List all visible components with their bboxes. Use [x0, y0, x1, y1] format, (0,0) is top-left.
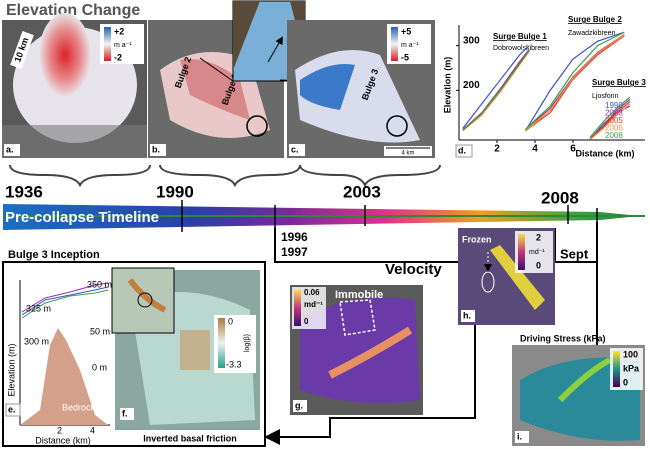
axis-title: Elevation (m)	[6, 343, 16, 396]
month: Sept	[560, 246, 589, 261]
year: 2008	[541, 188, 579, 207]
group-subtitle: Ljosfonn	[592, 93, 619, 100]
profile-line	[462, 45, 530, 129]
annotation: 350 m	[87, 279, 112, 289]
colorbar-unit: m a⁻¹	[114, 42, 132, 49]
panel-label: f.	[122, 408, 128, 418]
panel-c: Bulge 3 +5 m a⁻¹ -5 4 km c.	[287, 20, 435, 158]
panel-label: g.	[295, 400, 303, 410]
legend-entry: 2008	[605, 131, 623, 140]
annotation: Bedrock	[62, 402, 96, 412]
annotation: 50 m	[90, 326, 110, 336]
legend-entry: 2003	[605, 109, 623, 118]
profile-line	[589, 96, 631, 138]
panel-label: a.	[6, 144, 14, 154]
braces	[9, 164, 441, 188]
group-subtitle: Zawadzkibreen	[568, 30, 616, 37]
scale-bar: 4 km	[401, 151, 414, 157]
colorbar-label: 0	[228, 316, 233, 326]
profile-line	[589, 103, 631, 141]
timeline: 1936 1990 2003 2008 Pre-collapse Timelin…	[3, 182, 645, 445]
panel-label: d.	[458, 145, 466, 155]
profile-line	[589, 101, 631, 140]
axis-title: Distance (km)	[35, 435, 91, 445]
legend-entry: 1990	[605, 101, 623, 110]
axis-title: Elevation (m)	[442, 57, 452, 114]
year: 1990	[156, 182, 194, 201]
colorbar-unit: m a⁻¹	[401, 42, 419, 49]
legend-entry: 2006	[605, 124, 623, 133]
caption: Inverted basal friction	[143, 433, 237, 443]
profile-line	[525, 34, 625, 131]
x-tick-label: 2	[494, 144, 500, 155]
colorbar-label: +2	[114, 26, 124, 36]
legend-entry: 2005	[605, 116, 623, 125]
heading: Bulge 3 Inception	[8, 249, 100, 261]
panel-h: Frozen 2 md⁻¹ 0 h.	[458, 228, 555, 325]
timeline-label: Pre-collapse Timeline	[5, 209, 159, 226]
y-tick-label: 300	[463, 35, 480, 46]
panel-label: c.	[291, 144, 299, 154]
panel-label: h.	[463, 310, 471, 320]
year: 2003	[343, 182, 381, 201]
colorbar-label: +5	[401, 26, 411, 36]
panel-i: Driving Stress (kPa) 100 kPa 0 i.	[512, 333, 645, 446]
title: Elevation Change	[6, 2, 140, 19]
colorbar-label: 2	[536, 232, 541, 242]
group-subtitle: Dobrowolskibreen	[493, 45, 549, 52]
panel-label: i.	[517, 431, 522, 441]
profile-line	[525, 33, 625, 131]
colorbar-label: 0	[304, 317, 309, 326]
annotation: 0 m	[92, 362, 107, 372]
panel-a: +2 m a⁻¹ -2 10 km a.	[2, 13, 147, 158]
colorbar-unit: md⁻¹	[529, 249, 545, 256]
colorbar-unit: kPa	[623, 363, 640, 373]
colorbar-label: 100	[623, 349, 638, 359]
profile-line	[524, 31, 625, 131]
annotation: 325 m	[26, 303, 51, 313]
year: 1996	[281, 230, 308, 244]
colorbar-label: 0	[536, 260, 541, 270]
x-tick-label: 2	[57, 425, 62, 435]
profile-line	[462, 50, 530, 131]
x-tick-label: 4	[90, 425, 95, 435]
profile-line	[525, 31, 625, 130]
axis-title: Distance (km)	[575, 148, 634, 158]
heading: Driving Stress (kPa)	[520, 333, 606, 343]
colorbar-label: 0	[623, 377, 628, 387]
colorbar-label: -5	[401, 52, 409, 62]
group-title: Surge Bulge 3	[592, 78, 646, 87]
colorbar-unit: log(β)	[244, 334, 251, 352]
colorbar-label: -3.3	[226, 359, 242, 369]
panel-d: Elevation (m) Distance (km) d. 200 300 2 4 6…	[442, 15, 646, 158]
colorbar-unit: md⁻¹	[304, 300, 323, 309]
y-tick-label: 200	[463, 80, 480, 91]
x-tick-label: 4	[532, 144, 538, 155]
panel-e-f: Bulge 3 Inception 0 log(β) -3.3 f. Inver…	[2, 249, 266, 447]
annotation: Immobile	[335, 289, 383, 301]
group-title: Surge Bulge 2	[568, 15, 622, 24]
x-tick-label: 6	[570, 144, 576, 155]
colorbar-label: -2	[114, 52, 122, 62]
year: 1997	[281, 245, 308, 259]
heading: Velocity	[385, 261, 442, 278]
panel-b: Bulge 2 Bulge 1 b.	[148, 0, 306, 158]
profile-line	[525, 35, 625, 132]
panel-label: e.	[8, 404, 16, 414]
colorbar-label: 0.06	[304, 288, 320, 297]
panel-label: b.	[152, 144, 160, 154]
annotation: Frozen	[462, 234, 492, 244]
annotation: 300 m	[24, 336, 49, 346]
year: 1936	[5, 182, 43, 201]
panel-g: Velocity Immobile 0.06 md⁻¹ 0 g.	[290, 261, 442, 415]
group-title: Surge Bulge 1	[493, 32, 547, 41]
